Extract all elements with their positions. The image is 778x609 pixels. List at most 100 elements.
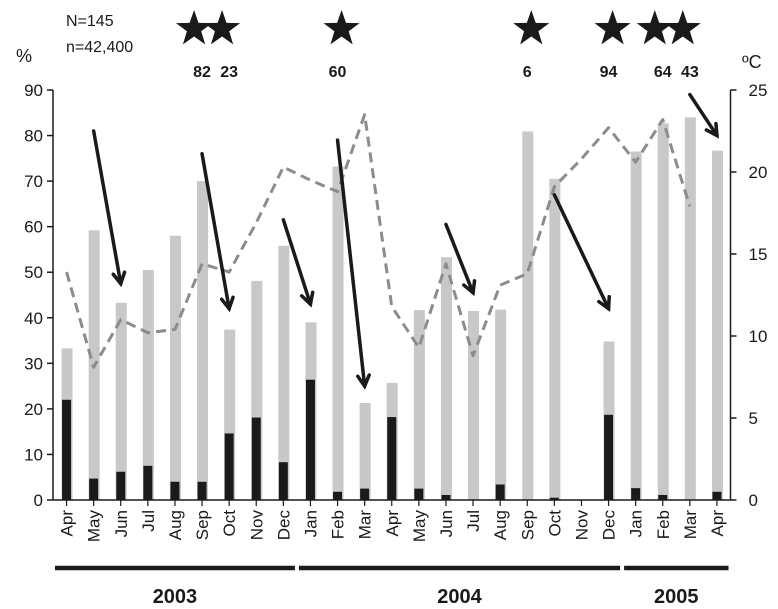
left-tick-label: 10 bbox=[24, 445, 43, 464]
year-group-label: 2004 bbox=[437, 586, 482, 608]
x-tick-label: Sep bbox=[193, 510, 212, 540]
black-bar bbox=[197, 481, 207, 500]
black-bar bbox=[224, 433, 234, 500]
x-tick-label: Jan bbox=[301, 510, 320, 537]
star-count-label: 82 bbox=[193, 64, 211, 81]
arrow-head bbox=[597, 294, 611, 312]
sample-size-n: N=145 bbox=[66, 13, 114, 30]
star-count-label: 60 bbox=[329, 64, 347, 81]
grey-bar bbox=[684, 117, 696, 500]
arrow-shaft bbox=[552, 193, 611, 311]
x-tick-label: Jun bbox=[112, 510, 131, 537]
grey-bar bbox=[413, 310, 425, 500]
arrow-head bbox=[462, 279, 477, 297]
left-tick-label: 90 bbox=[24, 81, 43, 100]
star-icon bbox=[176, 10, 213, 45]
arrow-shaft bbox=[335, 138, 367, 388]
grey-bar bbox=[468, 310, 480, 500]
arrow-head bbox=[356, 373, 371, 390]
star-count-label: 43 bbox=[681, 64, 699, 81]
black-bar bbox=[62, 399, 72, 500]
right-axis-unit: ºC bbox=[742, 52, 762, 72]
grey-bar bbox=[142, 269, 154, 500]
x-tick-label: May bbox=[410, 510, 429, 543]
black-bar bbox=[414, 488, 424, 500]
black-bar bbox=[712, 491, 722, 500]
x-tick-label: May bbox=[85, 510, 104, 543]
stars: 82 23 60 6 94 64 43 bbox=[176, 10, 701, 81]
temperature-line bbox=[65, 113, 692, 369]
black-bars bbox=[62, 379, 722, 500]
left-tick-label: 40 bbox=[24, 309, 43, 328]
star-icon bbox=[664, 10, 701, 45]
black-bar bbox=[658, 494, 668, 500]
black-bar bbox=[549, 497, 559, 500]
grey-bar bbox=[251, 280, 263, 500]
temperature-series-line bbox=[65, 113, 692, 369]
right-axis-ticks: 0 5 10 15 20 25 bbox=[730, 81, 768, 510]
grey-bar bbox=[332, 166, 344, 501]
x-tick-label: Sep bbox=[518, 510, 537, 540]
x-tick-label: Nov bbox=[247, 510, 266, 541]
x-tick-label: Jun bbox=[437, 510, 456, 537]
right-tick-label: 15 bbox=[749, 245, 768, 264]
year-groups: 2003 2004 2005 bbox=[55, 565, 729, 608]
arrow-shaft bbox=[91, 129, 123, 286]
x-tick-label: Aug bbox=[166, 510, 185, 540]
grey-bar bbox=[278, 245, 290, 500]
grey-bar bbox=[440, 257, 452, 500]
year-group-label: 2005 bbox=[654, 586, 699, 608]
left-axis-unit: % bbox=[16, 46, 32, 66]
black-bar bbox=[251, 417, 261, 500]
left-tick-label: 30 bbox=[24, 354, 43, 373]
right-tick-label: 5 bbox=[749, 409, 758, 428]
black-bar bbox=[604, 414, 614, 500]
x-tick-label: Apr bbox=[58, 510, 77, 537]
star-count-label: 23 bbox=[220, 64, 238, 81]
grey-bar bbox=[359, 402, 371, 500]
grey-bar bbox=[115, 302, 127, 500]
arrow-shaft bbox=[281, 218, 313, 306]
x-tick-label: Jul bbox=[464, 510, 483, 532]
star-count-label: 6 bbox=[523, 64, 532, 81]
star-icon bbox=[323, 10, 360, 45]
star-icon bbox=[594, 10, 631, 45]
left-tick-label: 70 bbox=[24, 172, 43, 191]
x-axis-labels: Apr May Jun Jul Aug Sep Oct Nov Dec Jan Feb Mar Apr M… bbox=[58, 500, 727, 542]
year-group-label: 2003 bbox=[153, 586, 198, 608]
x-tick-label: Nov bbox=[572, 510, 591, 541]
grey-bar bbox=[197, 181, 209, 500]
black-bar bbox=[441, 494, 451, 500]
left-tick-label: 80 bbox=[24, 127, 43, 146]
x-tick-label: Oct bbox=[545, 510, 564, 537]
black-bar bbox=[170, 481, 180, 500]
left-tick-label: 0 bbox=[34, 491, 43, 510]
right-tick-label: 10 bbox=[749, 327, 768, 346]
black-bar bbox=[333, 491, 343, 500]
arrow-shaft bbox=[444, 222, 475, 295]
black-bar bbox=[143, 465, 153, 500]
x-tick-label: Apr bbox=[383, 510, 402, 537]
star-icon bbox=[636, 10, 673, 45]
x-tick-label: Mar bbox=[356, 510, 375, 540]
x-tick-label: Aug bbox=[491, 510, 510, 540]
left-axis-ticks: 0 10 20 30 40 50 60 70 80 90 bbox=[24, 81, 53, 510]
star-icon bbox=[204, 10, 241, 45]
star-count-label: 94 bbox=[600, 64, 618, 81]
black-bar bbox=[305, 379, 315, 500]
grey-bar bbox=[711, 150, 723, 501]
arrow-shaft bbox=[688, 92, 719, 138]
right-tick-label: 25 bbox=[749, 81, 768, 100]
arrow-head bbox=[219, 295, 235, 313]
left-tick-label: 50 bbox=[24, 263, 43, 282]
black-bar bbox=[495, 484, 505, 500]
x-tick-label: Apr bbox=[708, 510, 727, 537]
grey-bar bbox=[169, 235, 181, 500]
x-tick-label: Feb bbox=[654, 510, 673, 539]
grey-bar bbox=[224, 329, 236, 500]
x-tick-label: Dec bbox=[274, 510, 293, 541]
black-bar bbox=[278, 462, 288, 500]
x-tick-label: Dec bbox=[600, 510, 619, 541]
left-tick-label: 60 bbox=[24, 218, 43, 237]
